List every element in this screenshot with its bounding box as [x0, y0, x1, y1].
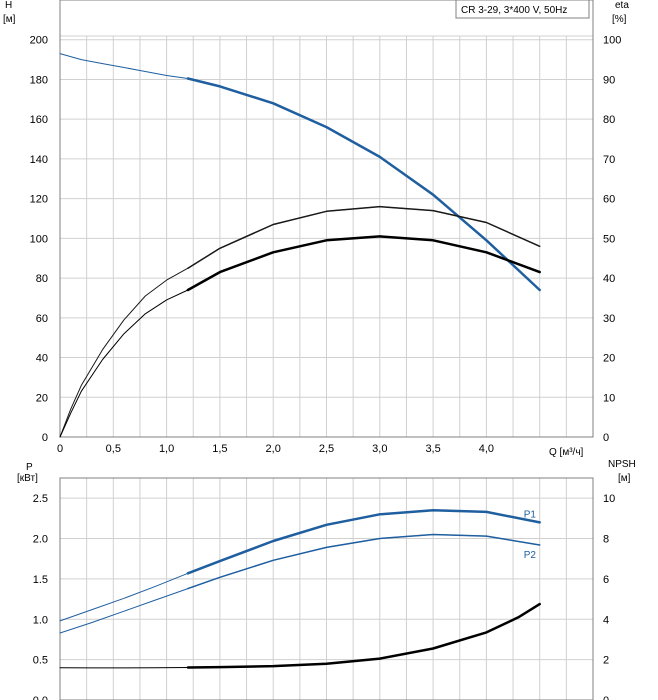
x-tick-label: 2,0 [266, 443, 281, 455]
right-tick-label: 6 [603, 574, 609, 586]
series-label: P2 [524, 550, 537, 561]
head-efficiency-chart: 0 20 40 60 80 100 120 140 160 180 200 0 10 20 30 40 50 60… [3, 0, 629, 458]
right-tick-label: 100 [603, 35, 621, 47]
bottom-left-axis-unit: [кВт] [17, 473, 38, 484]
right-tick-label: 60 [603, 194, 615, 206]
left-tick-label: 0.5 [33, 655, 48, 667]
right-tick-label: 0 [603, 695, 609, 700]
right-tick-label: 8 [603, 534, 609, 546]
right-tick-label: 0 [603, 432, 609, 444]
top-tick-labels: 0 20 40 60 80 100 120 140 160 180 200 0 10 20 30 40 50 60… [30, 35, 622, 455]
series-line [186, 602, 541, 669]
right-tick-label: 10 [603, 392, 615, 404]
left-tick-label: 60 [36, 313, 48, 325]
legend-text: CR 3-29, 3*400 V, 50Hz [461, 5, 567, 16]
bottom-grid [60, 478, 593, 700]
series-line [186, 509, 541, 575]
power-npsh-chart: 0.0 0.5 1.0 1.5 2.0 2.5 0 2 4 6 8 10 P1 P2 P [кВт] N… [17, 459, 636, 700]
top-plot-frame [59, 0, 594, 438]
left-tick-label: 2.5 [33, 493, 48, 505]
bottom-tick-labels: 0.0 0.5 1.0 1.5 2.0 2.5 0 2 4 6 8 10 [33, 493, 616, 700]
left-tick-label: 20 [36, 392, 48, 404]
right-tick-label: 20 [603, 353, 615, 365]
top-right-axis-unit: [%] [612, 14, 627, 25]
series-line [187, 533, 541, 590]
left-tick-label: 1.0 [33, 614, 48, 626]
right-tick-label: 10 [603, 493, 615, 505]
top-right-axis-label: eta [615, 0, 629, 11]
bottom-left-axis-label: P [26, 462, 33, 473]
x-tick-label: 2,5 [319, 443, 334, 455]
x-tick-label: 1,0 [159, 443, 174, 455]
x-tick-label: 4,0 [479, 443, 494, 455]
left-tick-label: 140 [30, 154, 48, 166]
top-grid [60, 35, 593, 437]
right-tick-label: 90 [603, 74, 615, 86]
left-tick-label: 80 [36, 273, 48, 285]
right-tick-label: 2 [603, 655, 609, 667]
left-tick-label: 0 [42, 432, 48, 444]
x-tick-label: 3,0 [372, 443, 387, 455]
series-line [186, 77, 541, 292]
right-tick-label: 4 [603, 614, 609, 626]
bottom-right-axis-unit: [м] [618, 473, 631, 484]
left-tick-label: 100 [30, 233, 48, 245]
right-tick-label: 30 [603, 313, 615, 325]
right-tick-label: 70 [603, 154, 615, 166]
top-left-axis-label: H [5, 0, 12, 11]
x-tick-label: 3,5 [425, 443, 440, 455]
top-series [59, 53, 541, 438]
legend-frame [455, 0, 590, 19]
left-tick-label: 120 [30, 194, 48, 206]
left-tick-label: 180 [30, 74, 48, 86]
x-tick-label: 0,5 [106, 443, 121, 455]
right-tick-label: 50 [603, 233, 615, 245]
series-line [186, 235, 541, 292]
left-tick-label: 200 [30, 35, 48, 47]
x-tick-label: 0 [57, 443, 63, 455]
series-line [187, 205, 541, 269]
top-left-axis-unit: [м] [3, 14, 16, 25]
bottom-plot-frame [59, 477, 594, 700]
x-tick-label: 1,5 [212, 443, 227, 455]
left-tick-label: 40 [36, 353, 48, 365]
left-tick-label: 2.0 [33, 534, 48, 546]
legend-box: CR 3-29, 3*400 V, 50Hz [455, 0, 590, 19]
left-tick-label: 1.5 [33, 574, 48, 586]
left-tick-label: 160 [30, 114, 48, 126]
right-tick-label: 40 [603, 273, 615, 285]
left-tick-label: 0.0 [33, 695, 48, 700]
x-axis-label: Q [м³/ч] [549, 447, 584, 458]
series-label: P1 [524, 509, 537, 520]
bottom-series: P1 P2 [59, 509, 541, 669]
bottom-right-axis-label: NPSH [608, 459, 636, 470]
right-tick-label: 80 [603, 114, 615, 126]
